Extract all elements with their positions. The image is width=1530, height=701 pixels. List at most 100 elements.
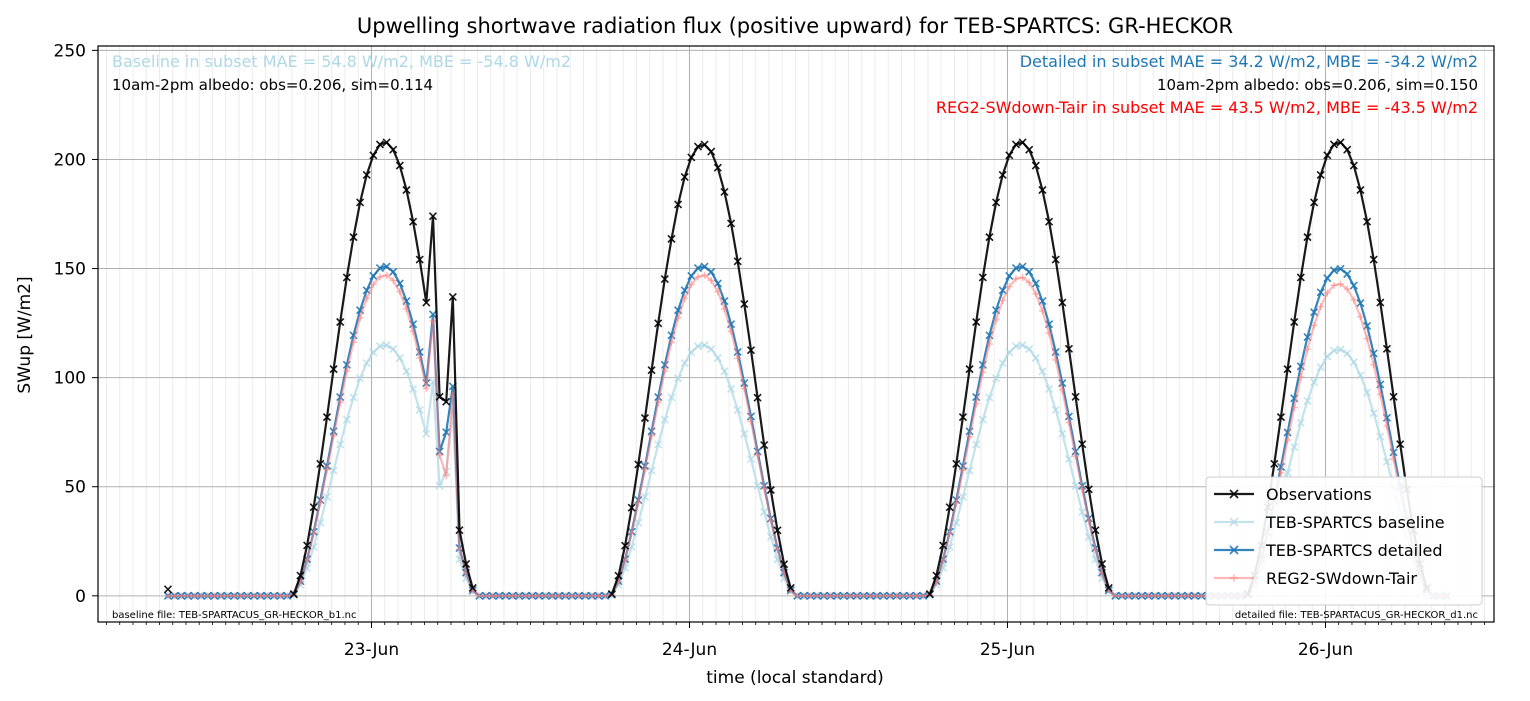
data-point xyxy=(640,413,650,423)
data-point xyxy=(840,592,848,600)
data-point xyxy=(687,271,696,281)
legend-label: TEB-SPARTCS detailed xyxy=(1265,541,1443,560)
data-point xyxy=(660,415,669,424)
data-point xyxy=(395,353,404,363)
data-point xyxy=(1376,390,1384,398)
data-point xyxy=(720,187,729,197)
data-point xyxy=(978,415,987,424)
data-point xyxy=(1376,298,1385,307)
data-point xyxy=(660,274,669,284)
data-point xyxy=(1051,255,1060,264)
data-point xyxy=(395,161,404,170)
data-point xyxy=(1051,405,1060,414)
data-point xyxy=(998,170,1007,180)
legend: Observations TEB-SPARTCS baseline TEB-SPAR… xyxy=(1205,476,1483,606)
data-point xyxy=(767,517,775,525)
data-point xyxy=(733,257,742,266)
data-point xyxy=(621,541,630,550)
data-point xyxy=(369,151,378,160)
data-point xyxy=(932,571,941,580)
data-point xyxy=(1138,592,1146,600)
series-line xyxy=(292,141,1428,595)
data-point xyxy=(746,455,756,464)
data-point xyxy=(760,507,769,517)
data-point xyxy=(1337,280,1345,288)
data-point xyxy=(1065,419,1073,427)
data-point xyxy=(667,338,675,346)
data-point xyxy=(1045,217,1054,226)
data-point xyxy=(535,592,543,600)
data-point xyxy=(866,592,874,600)
legend-label: Observations xyxy=(1266,485,1372,504)
data-point xyxy=(640,492,650,502)
data-point xyxy=(1058,429,1067,438)
data-point xyxy=(455,526,464,535)
data-point xyxy=(528,592,536,600)
data-point xyxy=(1031,161,1040,170)
data-point xyxy=(329,365,338,374)
reg2-error-annotation: REG2-SWdown-Tair in subset MAE = 43.5 W/… xyxy=(936,98,1478,117)
data-point xyxy=(1389,392,1398,401)
data-point xyxy=(1283,468,1292,477)
data-point xyxy=(389,267,398,276)
data-point xyxy=(693,342,703,351)
data-point xyxy=(171,592,179,600)
data-point xyxy=(1369,255,1378,264)
data-point xyxy=(860,592,868,600)
data-point xyxy=(356,198,365,207)
data-point xyxy=(442,397,451,406)
data-point xyxy=(369,271,378,281)
data-point xyxy=(913,592,921,600)
data-point xyxy=(1018,262,1027,271)
data-point xyxy=(508,592,516,600)
data-point xyxy=(1018,341,1027,350)
data-point xyxy=(1071,481,1080,490)
data-point xyxy=(1310,321,1318,329)
data-point xyxy=(906,592,914,600)
data-point xyxy=(886,592,894,600)
data-point xyxy=(1336,345,1345,354)
data-point xyxy=(436,451,444,459)
data-point xyxy=(1310,308,1319,317)
data-point xyxy=(1343,285,1351,293)
data-point xyxy=(979,368,987,376)
y-tick-label: 200 xyxy=(54,150,86,170)
data-point xyxy=(614,571,623,580)
data-point xyxy=(873,592,881,600)
data-point xyxy=(946,530,954,538)
data-point xyxy=(1038,367,1047,376)
data-point xyxy=(322,413,332,422)
data-point xyxy=(1118,592,1126,600)
data-point xyxy=(356,374,365,383)
data-point xyxy=(754,451,762,459)
data-point xyxy=(415,405,424,414)
data-point xyxy=(588,592,596,600)
data-point xyxy=(966,433,974,441)
data-point xyxy=(250,592,258,600)
data-point xyxy=(674,314,682,322)
data-point xyxy=(323,465,331,473)
data-point xyxy=(482,592,490,600)
data-point xyxy=(700,140,709,149)
data-point xyxy=(1343,349,1352,358)
data-point xyxy=(800,592,808,600)
data-point xyxy=(1032,290,1040,298)
data-point xyxy=(204,592,212,600)
data-point xyxy=(1350,296,1358,304)
data-point xyxy=(462,559,471,569)
data-point xyxy=(1370,361,1378,369)
detailed-error-annotation: Detailed in subset MAE = 34.2 W/m2, MBE … xyxy=(1020,52,1478,71)
data-point xyxy=(1277,469,1285,477)
data-point xyxy=(263,592,271,600)
data-point xyxy=(693,264,703,273)
data-point xyxy=(1396,440,1405,449)
data-point xyxy=(316,459,325,468)
data-point xyxy=(1078,485,1086,493)
data-point xyxy=(1323,151,1332,160)
data-point xyxy=(1329,140,1339,149)
data-point xyxy=(1005,348,1014,357)
data-point xyxy=(362,358,371,368)
data-point xyxy=(773,526,782,535)
data-point xyxy=(277,592,285,600)
data-point xyxy=(1078,507,1087,517)
